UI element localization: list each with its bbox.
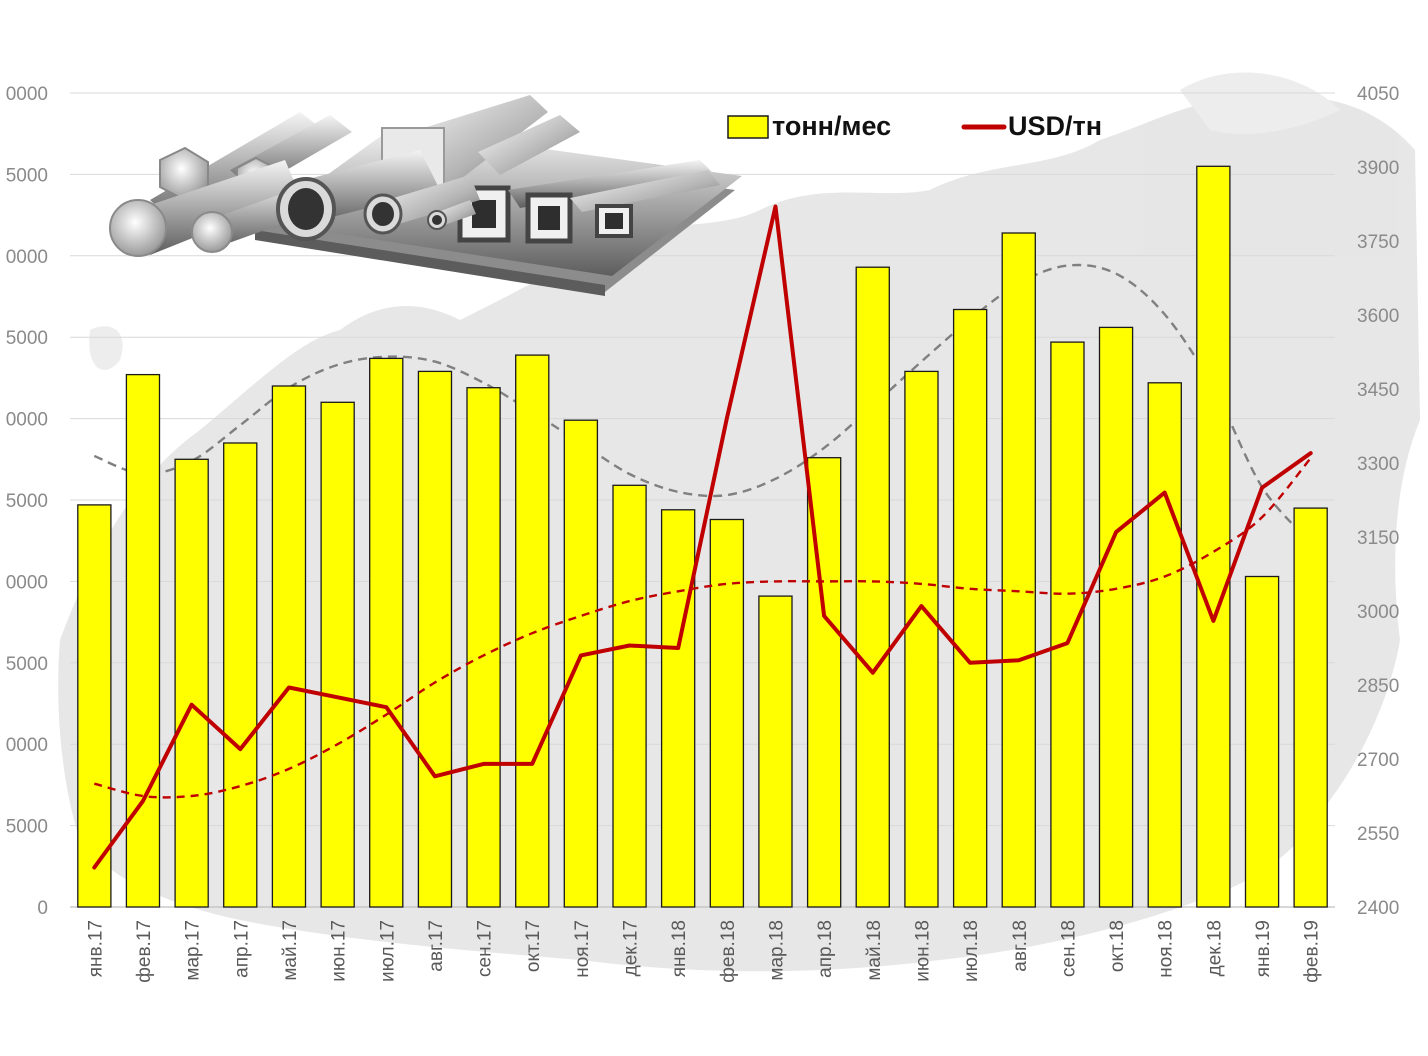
category-axis-labels: янв.17 фев.17 мар.17 апр.17 май.17 июн.17 июл.… — [85, 920, 1322, 983]
category-label: июн.18 — [912, 920, 933, 982]
bar — [563, 419, 599, 908]
right-tick-label: 2700 — [1357, 750, 1399, 771]
right-tick-label: 2850 — [1357, 676, 1399, 697]
bar — [320, 401, 355, 908]
category-label: ноя.18 — [1156, 920, 1177, 978]
bar — [1001, 232, 1036, 908]
category-label: июн.17 — [329, 920, 350, 982]
left-tick-label: 0000 — [6, 247, 48, 268]
category-label: окт.17 — [523, 920, 544, 972]
left-axis-ticks: 0 5000 0000 5000 0000 5000 0000 5000 0000 5000 000… — [6, 84, 48, 919]
bar — [515, 354, 550, 908]
trendline-tonnage — [93, 263, 1312, 544]
left-tick-label: 5000 — [6, 165, 48, 186]
left-tick-label: 0000 — [6, 84, 48, 105]
category-label: ноя.17 — [572, 920, 593, 978]
category-label: янв.19 — [1253, 920, 1274, 977]
category-label: янв.17 — [85, 920, 106, 977]
bar — [904, 370, 939, 908]
bar — [1050, 341, 1085, 908]
left-tick-label: 0000 — [6, 735, 48, 756]
legend-swatch-bar — [727, 115, 769, 139]
left-tick-label: 0 — [37, 898, 48, 919]
bar — [466, 387, 501, 908]
bar — [125, 373, 161, 908]
category-label: фев.17 — [134, 920, 155, 983]
trendline-price — [94, 457, 1312, 799]
category-label: окт.18 — [1107, 920, 1128, 972]
bar — [174, 458, 209, 908]
bar — [1147, 382, 1182, 908]
legend-label-bar: тонн/мес — [772, 111, 891, 141]
bar — [612, 484, 647, 908]
right-tick-label: 3750 — [1357, 232, 1399, 253]
left-tick-label: 0000 — [6, 572, 48, 593]
right-tick-label: 4050 — [1357, 84, 1399, 105]
right-tick-label: 3600 — [1357, 306, 1399, 327]
category-label: май.18 — [864, 920, 885, 981]
left-tick-label: 0000 — [6, 410, 48, 431]
metal-profiles-illustration — [109, 95, 742, 296]
bar — [1196, 165, 1231, 908]
category-label: мар.18 — [766, 920, 787, 981]
category-label: июл.17 — [377, 920, 398, 982]
bar — [271, 385, 307, 908]
bar — [1244, 575, 1280, 908]
bar — [77, 504, 112, 908]
category-label: июл.18 — [961, 920, 982, 982]
category-label: сен.17 — [475, 920, 496, 977]
category-label: фев.19 — [1302, 920, 1323, 983]
trendline-tonnage-path — [93, 263, 1312, 544]
category-label: апр.17 — [231, 920, 252, 978]
category-label: авг.17 — [426, 920, 447, 972]
bar — [1098, 326, 1134, 908]
category-label: апр.18 — [815, 920, 836, 978]
category-label: фев.18 — [718, 920, 739, 983]
trendline-price-path — [94, 457, 1312, 799]
category-label: сен.18 — [1058, 920, 1079, 977]
left-tick-label: 5000 — [6, 654, 48, 675]
left-tick-label: 5000 — [6, 491, 48, 512]
left-tick-label: 5000 — [6, 817, 48, 838]
category-label: дек.18 — [1204, 920, 1225, 976]
right-tick-label: 3000 — [1357, 602, 1399, 623]
bar — [223, 442, 258, 908]
bar — [709, 518, 745, 908]
right-tick-label: 3900 — [1357, 158, 1399, 179]
bar — [417, 370, 453, 908]
bar — [952, 308, 988, 908]
category-label: янв.18 — [669, 920, 690, 977]
legend-label-line: USD/тн — [1008, 111, 1102, 141]
legend: тонн/мес USD/тн — [727, 111, 1102, 141]
bar — [855, 266, 890, 908]
right-tick-label: 2550 — [1357, 824, 1399, 845]
left-tick-label: 5000 — [6, 328, 48, 349]
right-tick-label: 2400 — [1357, 898, 1399, 919]
category-label: мар.17 — [183, 920, 204, 981]
right-tick-label: 3300 — [1357, 454, 1399, 475]
right-axis-ticks: 2400 2550 2700 2850 3000 3150 3300 3450 3600 3750… — [1357, 84, 1399, 919]
right-tick-label: 3150 — [1357, 528, 1399, 549]
bar — [1293, 507, 1328, 908]
line-series-price — [92, 204, 1313, 870]
category-label: дек.17 — [621, 920, 642, 976]
bar — [758, 595, 793, 908]
right-tick-label: 3450 — [1357, 380, 1399, 401]
bar — [660, 509, 696, 908]
price-line — [92, 204, 1313, 870]
bar — [369, 357, 404, 908]
category-label: авг.18 — [1010, 920, 1031, 972]
category-label: май.17 — [280, 920, 301, 981]
